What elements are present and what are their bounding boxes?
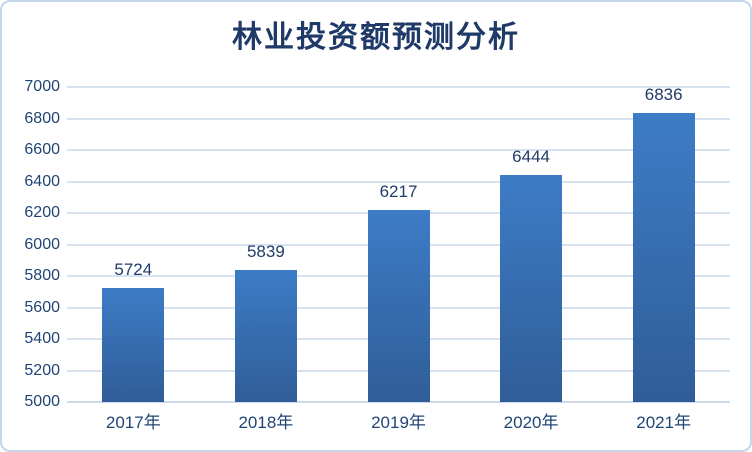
x-axis-category-label: 2019年 — [371, 413, 426, 432]
y-axis-tick-label: 5400 — [24, 330, 60, 347]
x-axis-category-label: 2021年 — [636, 413, 692, 432]
bar-value-label: 5839 — [246, 241, 285, 261]
gridline — [67, 86, 730, 88]
y-axis-tick-label: 6200 — [24, 204, 60, 221]
bar-value-label: 5724 — [114, 259, 153, 279]
y-axis-tick-label: 5000 — [24, 393, 60, 410]
x-axis-category-label: 2020年 — [503, 413, 559, 432]
x-axis-category-label: 2018年 — [238, 413, 294, 432]
bar-2018年 — [234, 269, 297, 402]
bar-value-label: 6444 — [512, 146, 550, 166]
bar-value-label: 6217 — [379, 182, 418, 202]
bar-2017年 — [102, 287, 165, 402]
x-axis-category-label: 2017年 — [105, 413, 161, 432]
chart-title: 林业投资额预测分析 — [232, 21, 520, 54]
gridline — [67, 149, 730, 151]
bar-2021年 — [632, 112, 695, 402]
y-axis-tick-label: 5200 — [24, 361, 60, 379]
gridline — [67, 180, 730, 183]
x-axis-line — [67, 401, 730, 403]
y-axis-tick-label: 6400 — [24, 172, 60, 190]
bar-2020年 — [500, 174, 563, 402]
y-axis-tick-label: 6800 — [24, 109, 60, 127]
y-axis-tick-label: 5600 — [24, 298, 60, 316]
gridline — [67, 117, 730, 120]
y-axis-tick-label: 7000 — [24, 78, 60, 95]
y-axis-tick-label: 6000 — [24, 235, 60, 253]
bar-value-label: 6836 — [644, 84, 683, 104]
y-axis-tick-label: 6600 — [24, 141, 60, 158]
bar-2019年 — [367, 210, 430, 402]
y-axis-tick-label: 5800 — [24, 267, 60, 284]
